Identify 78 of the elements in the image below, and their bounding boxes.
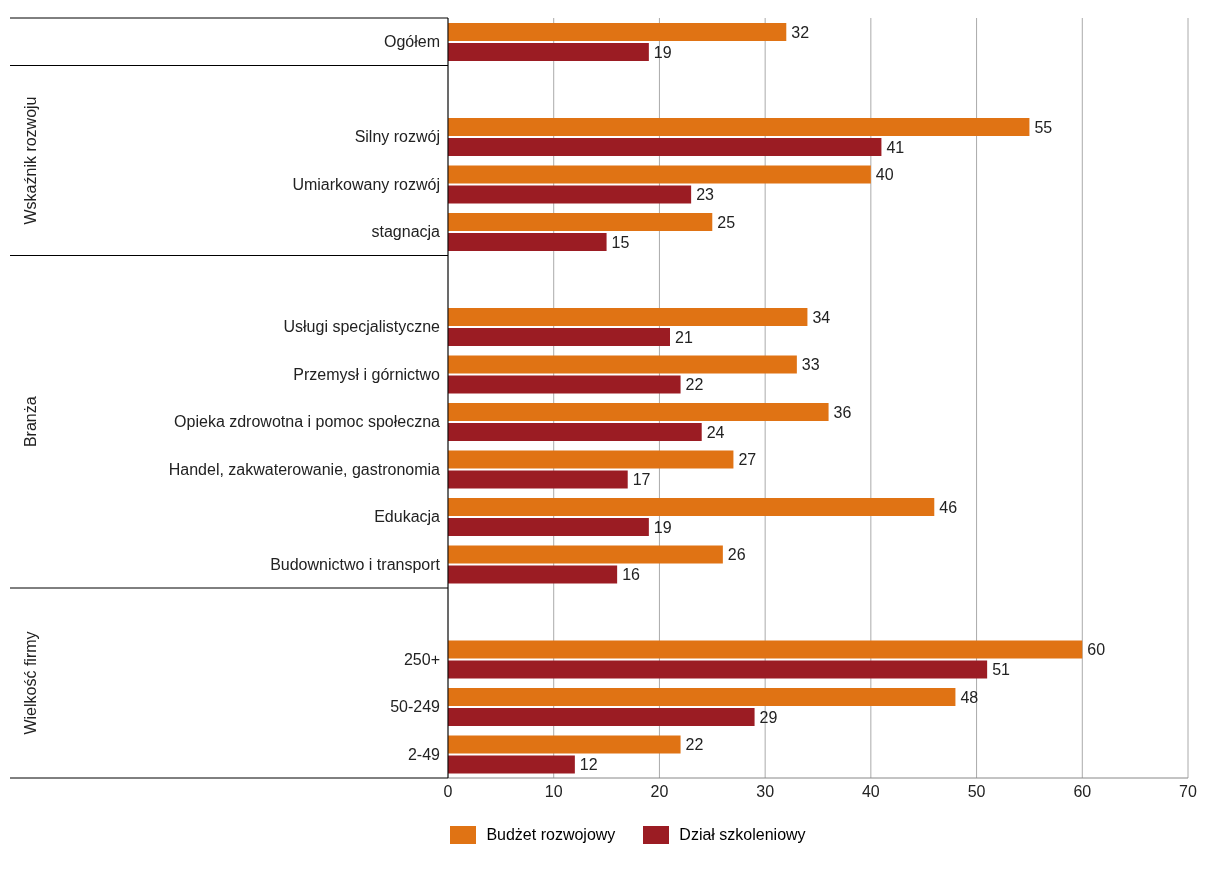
data-label: 33 xyxy=(801,356,820,374)
y-tick-label: stagnacja xyxy=(371,223,441,241)
bar xyxy=(448,23,787,41)
bar xyxy=(448,43,649,61)
bar xyxy=(448,688,956,706)
data-label: 21 xyxy=(675,328,693,346)
y-tick-label: Budownictwo i transport xyxy=(270,555,441,573)
bar xyxy=(448,498,935,516)
bar xyxy=(448,423,702,441)
data-label: 36 xyxy=(833,403,852,421)
x-tick-label: 40 xyxy=(861,783,880,801)
bar xyxy=(448,118,1030,136)
data-label: 60 xyxy=(1087,641,1106,659)
data-label: 25 xyxy=(717,213,736,231)
bar xyxy=(448,470,628,489)
bar xyxy=(448,518,649,536)
bar xyxy=(448,450,734,469)
data-label: 27 xyxy=(738,451,757,469)
data-label: 22 xyxy=(685,736,704,754)
bar xyxy=(448,545,723,564)
data-label: 19 xyxy=(653,518,672,536)
text: Branża xyxy=(22,396,39,448)
bar xyxy=(448,355,797,374)
bar xyxy=(448,165,871,184)
bar xyxy=(448,328,670,346)
data-label: 29 xyxy=(759,708,778,726)
bar xyxy=(448,308,808,326)
y-tick-label: 2-49 xyxy=(407,745,441,763)
bar xyxy=(448,565,618,584)
bar xyxy=(448,735,681,754)
bar xyxy=(448,403,829,421)
data-label: 55 xyxy=(1034,118,1053,136)
y-tick-label: Opieka zdrowotna i pomoc społeczna xyxy=(174,413,441,431)
data-label: 24 xyxy=(706,423,725,441)
data-label: 32 xyxy=(791,23,810,41)
bar xyxy=(448,375,681,394)
text: Wielkość firmy xyxy=(22,631,39,735)
bar xyxy=(448,213,713,231)
data-label: 40 xyxy=(875,166,894,184)
y-tick-label: Umiarkowany rozwój xyxy=(292,175,440,193)
bar xyxy=(448,233,607,251)
data-label: 26 xyxy=(727,546,746,564)
y-tick-label: Handel, zakwaterowanie, gastronomia xyxy=(168,460,441,478)
bar xyxy=(448,138,882,156)
data-label: 16 xyxy=(622,566,641,584)
y-tick-label: Usługi specjalistyczne xyxy=(283,318,441,336)
data-label: 48 xyxy=(960,688,979,706)
data-label: 51 xyxy=(992,661,1011,679)
y-tick-label: Przemysł i górnictwo xyxy=(293,365,441,383)
y-tick-label: 50-249 xyxy=(390,698,441,716)
text: Wskaźnik rozwoju xyxy=(22,96,39,225)
data-label: 41 xyxy=(886,138,905,156)
bar xyxy=(448,185,692,204)
bar xyxy=(448,660,988,679)
y-tick-label: 250+ xyxy=(403,650,440,668)
legend-label: Budżet rozwojowy xyxy=(486,826,616,844)
x-tick-label: 50 xyxy=(967,783,986,801)
data-label: 12 xyxy=(579,756,598,774)
bar xyxy=(448,640,1083,659)
x-tick-label: 0 xyxy=(443,783,453,801)
x-tick-label: 20 xyxy=(650,783,669,801)
y-tick-label: Silny rozwój xyxy=(354,128,440,146)
y-tick-label: Ogółem xyxy=(383,33,440,51)
data-label: 22 xyxy=(685,376,704,394)
bar xyxy=(448,755,575,774)
bar xyxy=(448,708,755,726)
data-label: 23 xyxy=(696,186,715,204)
data-label: 17 xyxy=(632,471,651,489)
x-tick-label: 70 xyxy=(1179,783,1197,801)
x-tick-label: 10 xyxy=(544,783,563,801)
x-tick-label: 60 xyxy=(1073,783,1092,801)
legend-label: Dział szkoleniowy xyxy=(679,826,806,844)
data-label: 15 xyxy=(611,233,630,251)
y-tick-label: Edukacja xyxy=(374,508,441,526)
x-tick-label: 30 xyxy=(756,783,775,801)
data-label: 34 xyxy=(812,308,831,326)
data-label: 19 xyxy=(653,43,672,61)
data-label: 46 xyxy=(939,498,958,516)
